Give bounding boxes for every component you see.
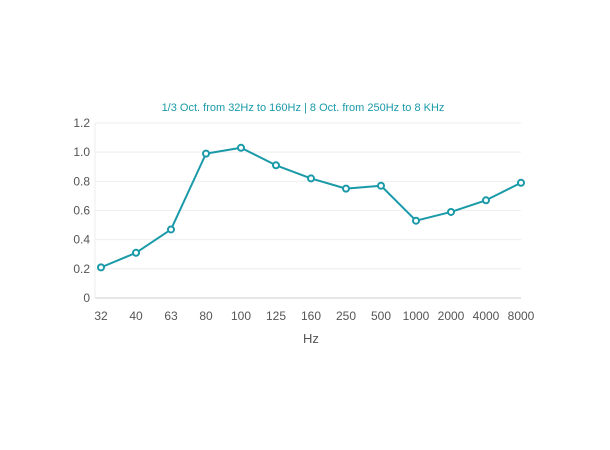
y-tick-label: 1.0	[73, 145, 90, 159]
data-point[interactable]	[272, 161, 280, 170]
data-point[interactable]	[342, 184, 350, 193]
data-point[interactable]	[132, 248, 140, 257]
axes	[94, 123, 521, 299]
y-tick-label: 0.2	[73, 262, 90, 276]
data-point[interactable]	[482, 196, 490, 205]
x-tick-label: 1000	[403, 309, 430, 323]
x-tick-label: 63	[164, 309, 178, 323]
x-tick-label: 2000	[438, 309, 465, 323]
data-point[interactable]	[447, 207, 455, 216]
data-point[interactable]	[97, 263, 105, 272]
x-tick-label: 80	[199, 309, 213, 323]
data-point[interactable]	[517, 178, 525, 187]
x-tick-label: 160	[301, 309, 321, 323]
grid	[95, 122, 521, 270]
x-axis-label: Hz	[303, 331, 319, 346]
series-line	[100, 146, 522, 269]
x-tick-label: 100	[231, 309, 251, 323]
x-axis-ticks: 32 40 63 80 100 125 160 250 500 1000 2000 4000 8000	[94, 309, 534, 323]
data-point[interactable]	[237, 143, 245, 152]
y-tick-label: 0.6	[73, 204, 90, 218]
data-point[interactable]	[412, 216, 420, 225]
x-tick-label: 40	[129, 309, 143, 323]
y-tick-label: 0	[83, 291, 90, 305]
series	[97, 143, 525, 272]
chart-title: 1/3 Oct. from 32Hz to 160Hz | 8 Oct. fro…	[162, 102, 445, 114]
data-point[interactable]	[202, 149, 210, 158]
y-tick-label: 1.2	[73, 116, 90, 130]
y-tick-label: 0.8	[73, 174, 90, 188]
y-tick-label: 0.4	[73, 233, 90, 247]
data-point[interactable]	[377, 181, 385, 190]
x-tick-label: 125	[266, 309, 286, 323]
x-tick-label: 8000	[508, 309, 535, 323]
data-point[interactable]	[307, 174, 315, 183]
x-tick-label: 500	[371, 309, 391, 323]
x-tick-label: 250	[336, 309, 356, 323]
data-point[interactable]	[167, 225, 175, 234]
x-tick-label: 32	[94, 309, 108, 323]
x-tick-label: 4000	[473, 309, 500, 323]
y-axis-ticks: 0 0.2 0.4 0.6 0.8 1.0 1.2	[73, 116, 90, 305]
